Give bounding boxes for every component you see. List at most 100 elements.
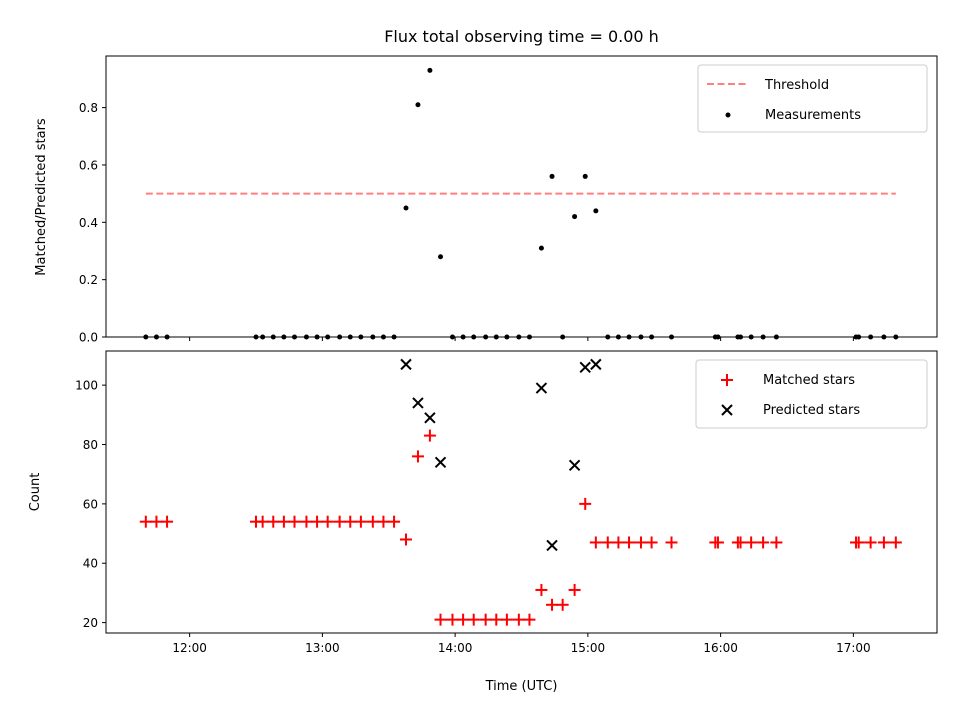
matched-star-point [711,536,724,549]
matched-star-point [852,536,865,549]
bottom-y-tick-label: 60 [83,497,98,511]
top-y-tick-label: 0.6 [79,158,98,172]
matched-star-point [612,536,625,549]
matched-star-point [645,536,658,549]
top-y-tick-label: 0.0 [79,331,98,345]
top-legend: Threshold Measurements [697,64,928,133]
matched-star-point [770,536,783,549]
bottom-y-ticks: 20 40 60 80 100 [75,379,106,630]
matched-star-point [277,515,290,528]
matched-star-point [556,598,569,611]
bottom-y-tick-label: 100 [75,379,98,393]
predicted-star-point [546,539,558,552]
measurement-point [593,208,599,214]
matched-star-point [734,536,747,549]
predicted-star-point [412,397,424,409]
matched-star-point [288,515,301,528]
matched-star-point [161,515,174,528]
matched-star-point [634,536,647,549]
matched-star-point [446,613,459,626]
matched-star-point [354,515,367,528]
measurement-point [572,214,578,220]
bottom-legend-box [695,359,928,429]
matched-star-point [877,536,890,549]
matched-star-point [601,536,614,549]
measurement-point [538,245,544,251]
matched-star-point [366,515,379,528]
matched-star-point [568,583,581,596]
top-y-tick-label: 0.2 [79,273,98,287]
matched-star-point [139,515,152,528]
bottom-plot-area [139,358,902,626]
x-axis-label: Time (UTC) [485,679,558,694]
top-axes-frame [105,55,938,338]
legend-predicted-label: Predicted stars [763,403,860,418]
bottom-x-tick-label: 16:00 [703,641,738,655]
top-x-ticks [189,337,854,341]
measurement-point [427,67,433,73]
predicted-star-point [535,382,548,394]
matched-star-point [411,450,424,463]
top-legend-box [697,64,928,133]
chart-title: Flux total observing time = 0.00 h [384,27,659,46]
bottom-x-tick-label: 12:00 [172,641,207,655]
top-y-tick-label: 0.4 [79,216,98,230]
legend-measurements-label: Measurements [765,108,861,123]
matched-star-point [535,583,548,596]
matched-star-point [400,533,413,546]
measurement-point [403,205,409,211]
matched-star-point [434,613,447,626]
matched-star-point [311,515,324,528]
bottom-x-tick-label: 14:00 [438,641,473,655]
bottom-x-tick-label: 15:00 [571,641,606,655]
predicted-star-point [424,412,436,424]
matched-star-point [665,536,678,549]
matched-star-point [500,613,513,626]
matched-star-point [333,515,346,528]
bottom-axes-frame [105,350,938,634]
measurement-point [582,173,588,179]
matched-star-point [523,613,536,626]
matched-star-point [757,536,770,549]
legend-matched-swatch [721,374,733,386]
matched-star-point [889,536,902,549]
predicted-star-point [400,358,412,371]
matched-star-point [479,613,492,626]
matched-star-point [344,515,357,528]
matched-star-point [300,515,313,528]
matched-star-point [321,515,334,528]
bottom-legend: Matched stars Predicted stars [695,359,928,429]
matched-star-point [589,536,602,549]
bottom-y-tick-label: 40 [83,557,98,571]
matched-star-point [490,613,503,626]
bottom-x-ticks: 12:00 13:00 14:00 15:00 16:00 17:00 [172,633,871,655]
matched-star-point [579,497,592,510]
top-y-axis-label: Matched/Predicted stars [34,118,49,276]
matched-star-point [256,515,269,528]
legend-threshold-label: Threshold [764,78,829,93]
measurement-point [549,173,555,179]
matched-star-point [457,613,470,626]
bottom-x-tick-label: 17:00 [836,641,871,655]
measurement-point [438,254,444,260]
matched-star-point [864,536,877,549]
matched-star-point [745,536,758,549]
top-y-ticks: 0.0 0.2 0.4 0.6 0.8 [79,101,106,345]
top-y-tick-label: 0.8 [79,101,98,115]
matched-star-point [512,613,525,626]
matched-star-point [267,515,280,528]
legend-measurements-swatch [725,112,731,118]
bottom-y-tick-label: 20 [83,616,98,630]
predicted-star-point [434,456,447,469]
matched-star-point [377,515,390,528]
predicted-star-point [590,358,602,371]
bottom-x-tick-label: 13:00 [305,641,340,655]
legend-matched-label: Matched stars [763,373,855,388]
matched-star-point [546,598,559,611]
matched-star-point [467,613,480,626]
predicted-star-point [579,361,591,374]
bottom-y-tick-label: 80 [83,438,98,452]
legend-predicted-swatch [721,404,733,416]
matched-star-point [388,515,401,528]
